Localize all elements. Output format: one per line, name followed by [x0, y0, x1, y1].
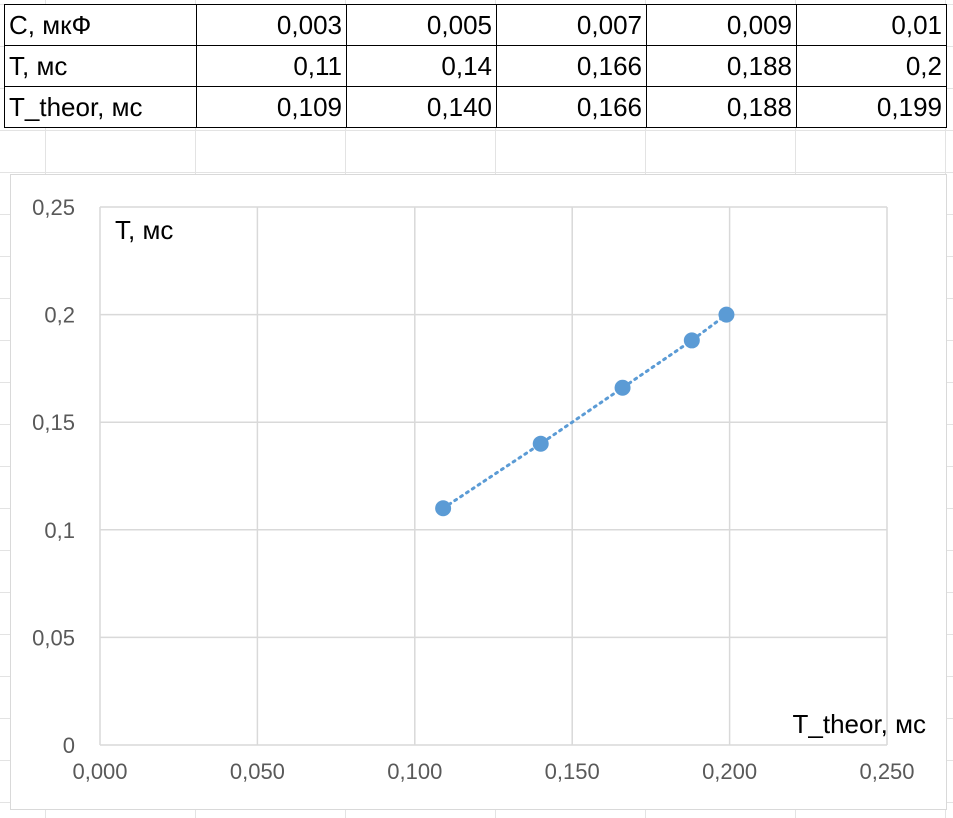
table-cell[interactable]: 0,188	[646, 86, 797, 128]
x-tick-label: 0,250	[859, 759, 914, 784]
table-row: T, мс 0,11 0,14 0,166 0,188 0,2	[4, 45, 947, 87]
table-cell[interactable]: 0,2	[796, 45, 947, 87]
table-cell[interactable]: 0,188	[646, 45, 797, 87]
x-tick-label: 0,000	[72, 759, 127, 784]
tick-labels: 0,000 0,050 0,100 0,150 0,200 0,250 0 0,05 0,1 0,…	[32, 195, 914, 784]
y-tick-label: 0,1	[44, 518, 75, 543]
y-tick-label: 0,15	[32, 410, 75, 435]
x-tick-label: 0,150	[545, 759, 600, 784]
table-cell[interactable]: 0,166	[496, 86, 647, 128]
x-tick-label: 0,100	[387, 759, 442, 784]
table-cell[interactable]: 0,140	[346, 86, 497, 128]
y-tick-label: 0	[63, 733, 75, 758]
data-point[interactable]	[435, 500, 452, 517]
row-label-period-theor[interactable]: T_theor, мс	[4, 86, 197, 128]
y-tick-label: 0,05	[32, 625, 75, 650]
data-point[interactable]	[718, 306, 735, 323]
table-cell[interactable]: 0,109	[196, 86, 347, 128]
x-tick-label: 0,050	[230, 759, 285, 784]
table-cell[interactable]: 0,003	[196, 4, 347, 46]
x-tick-label: 0,200	[702, 759, 757, 784]
y-axis-title[interactable]: T, мс	[115, 215, 173, 245]
data-point[interactable]	[614, 379, 631, 396]
x-axis-title[interactable]: T_theor, мс	[793, 709, 927, 739]
data-point[interactable]	[532, 435, 549, 452]
data-series[interactable]	[435, 306, 735, 517]
table-cell[interactable]: 0,007	[496, 4, 647, 46]
y-tick-label: 0,2	[44, 303, 75, 328]
table-cell[interactable]: 0,166	[496, 45, 647, 87]
table-cell[interactable]: 0,01	[796, 4, 947, 46]
y-tick-label: 0,25	[32, 195, 75, 220]
table-row: C, мкФ 0,003 0,005 0,007 0,009 0,01	[4, 4, 947, 46]
scatter-chart: 0,000 0,050 0,100 0,150 0,200 0,250 0 0,05 0,1 0,…	[32, 195, 927, 784]
table-row: T_theor, мс 0,109 0,140 0,166 0,188 0,19…	[4, 86, 947, 128]
table-cell[interactable]: 0,009	[646, 4, 797, 46]
table-cell[interactable]: 0,005	[346, 4, 497, 46]
table-cell[interactable]: 0,199	[796, 86, 947, 128]
table-cell[interactable]: 0,14	[346, 45, 497, 87]
table-cell[interactable]: 0,11	[196, 45, 347, 87]
series-line	[441, 313, 728, 510]
data-table: C, мкФ 0,003 0,005 0,007 0,009 0,01 T, м…	[4, 4, 947, 128]
gridlines	[99, 206, 888, 746]
row-label-period[interactable]: T, мс	[4, 45, 197, 87]
chart-area[interactable]: 0,000 0,050 0,100 0,150 0,200 0,250 0 0,05 0,1 0,…	[10, 174, 947, 810]
data-point[interactable]	[683, 332, 700, 349]
row-label-capacitance[interactable]: C, мкФ	[4, 4, 197, 46]
